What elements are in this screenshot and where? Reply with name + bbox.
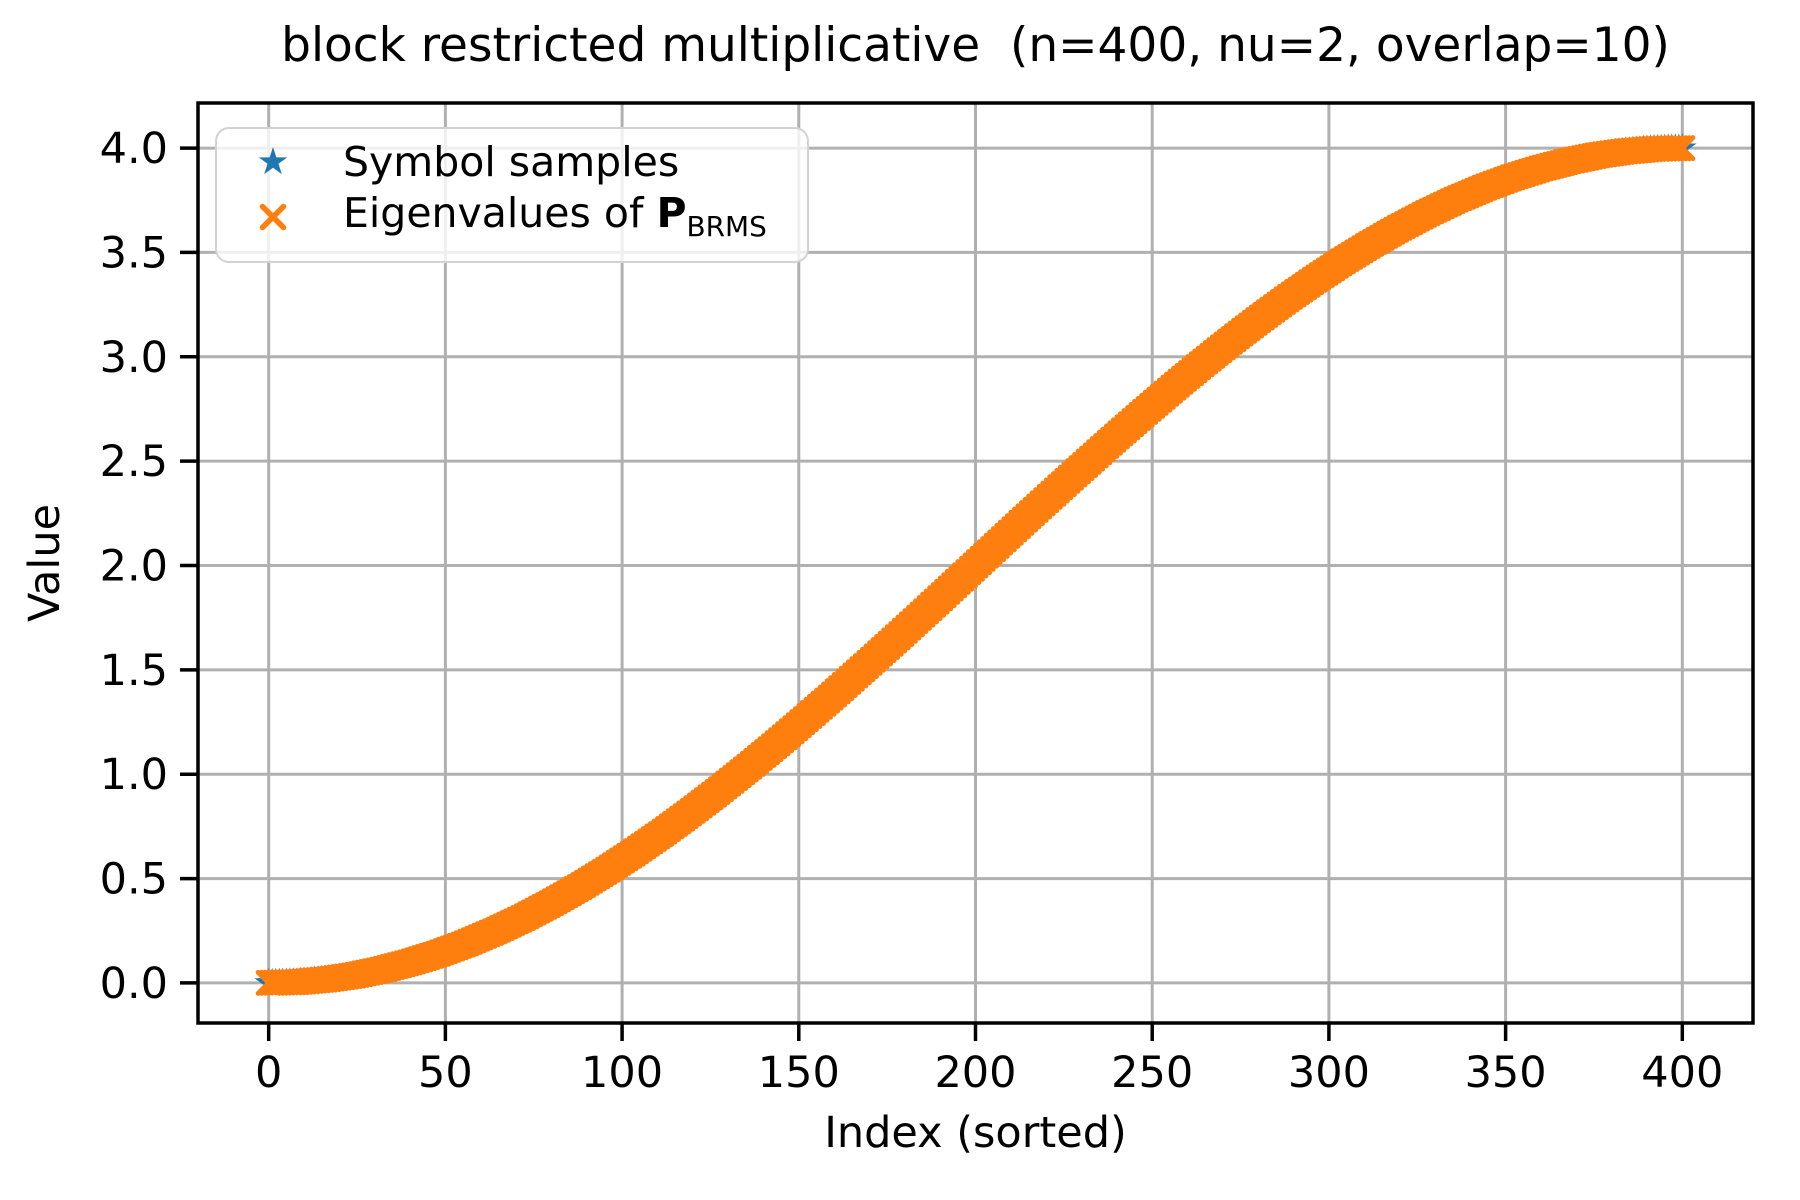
legend-item-symbol-samples: Symbol samples <box>217 134 807 189</box>
x-marker-icon <box>217 203 329 231</box>
x-tick-label: 100 <box>581 1048 663 1098</box>
y-axis-ticks: 0.0 0.5 1.0 1.5 2.0 2.5 3.0 3.5 4.0 <box>100 124 198 1009</box>
y-tick-label: 2.5 <box>100 437 168 487</box>
star-marker-icon <box>217 145 329 179</box>
x-tick-label: 300 <box>1288 1048 1370 1098</box>
chart-title: block restricted multiplicative (n=400, … <box>281 18 1670 73</box>
y-tick-label: 2.0 <box>100 542 168 592</box>
x-tick-label: 350 <box>1465 1048 1547 1098</box>
y-tick-label: 1.5 <box>100 646 168 696</box>
y-tick-label: 3.0 <box>100 333 168 383</box>
y-tick-label: 1.0 <box>100 750 168 800</box>
y-tick-label: 3.5 <box>100 228 168 278</box>
legend-label-eigenvalues: Eigenvalues of PBRMS <box>343 189 767 244</box>
x-tick-label: 200 <box>934 1048 1016 1098</box>
x-tick-label: 150 <box>758 1048 840 1098</box>
legend-label-symbol-samples: Symbol samples <box>343 137 680 186</box>
x-tick-label: 50 <box>418 1048 473 1098</box>
x-axis-ticks: 0 50 100 150 200 250 300 350 400 <box>255 1023 1723 1098</box>
y-axis-label: Value <box>20 503 70 623</box>
x-tick-label: 250 <box>1111 1048 1193 1098</box>
y-tick-label: 4.0 <box>100 124 168 174</box>
legend: Symbol samples Eigenvalues of PBRMS <box>215 127 809 263</box>
x-tick-label: 400 <box>1641 1048 1723 1098</box>
series-eigenvalues-of-p-brms <box>255 135 1696 996</box>
x-axis-label: Index (sorted) <box>824 1108 1127 1158</box>
y-tick-label: 0.0 <box>100 959 168 1009</box>
y-tick-label: 0.5 <box>100 855 168 905</box>
legend-item-eigenvalues: Eigenvalues of PBRMS <box>217 189 807 244</box>
x-tick-label: 0 <box>255 1048 282 1098</box>
